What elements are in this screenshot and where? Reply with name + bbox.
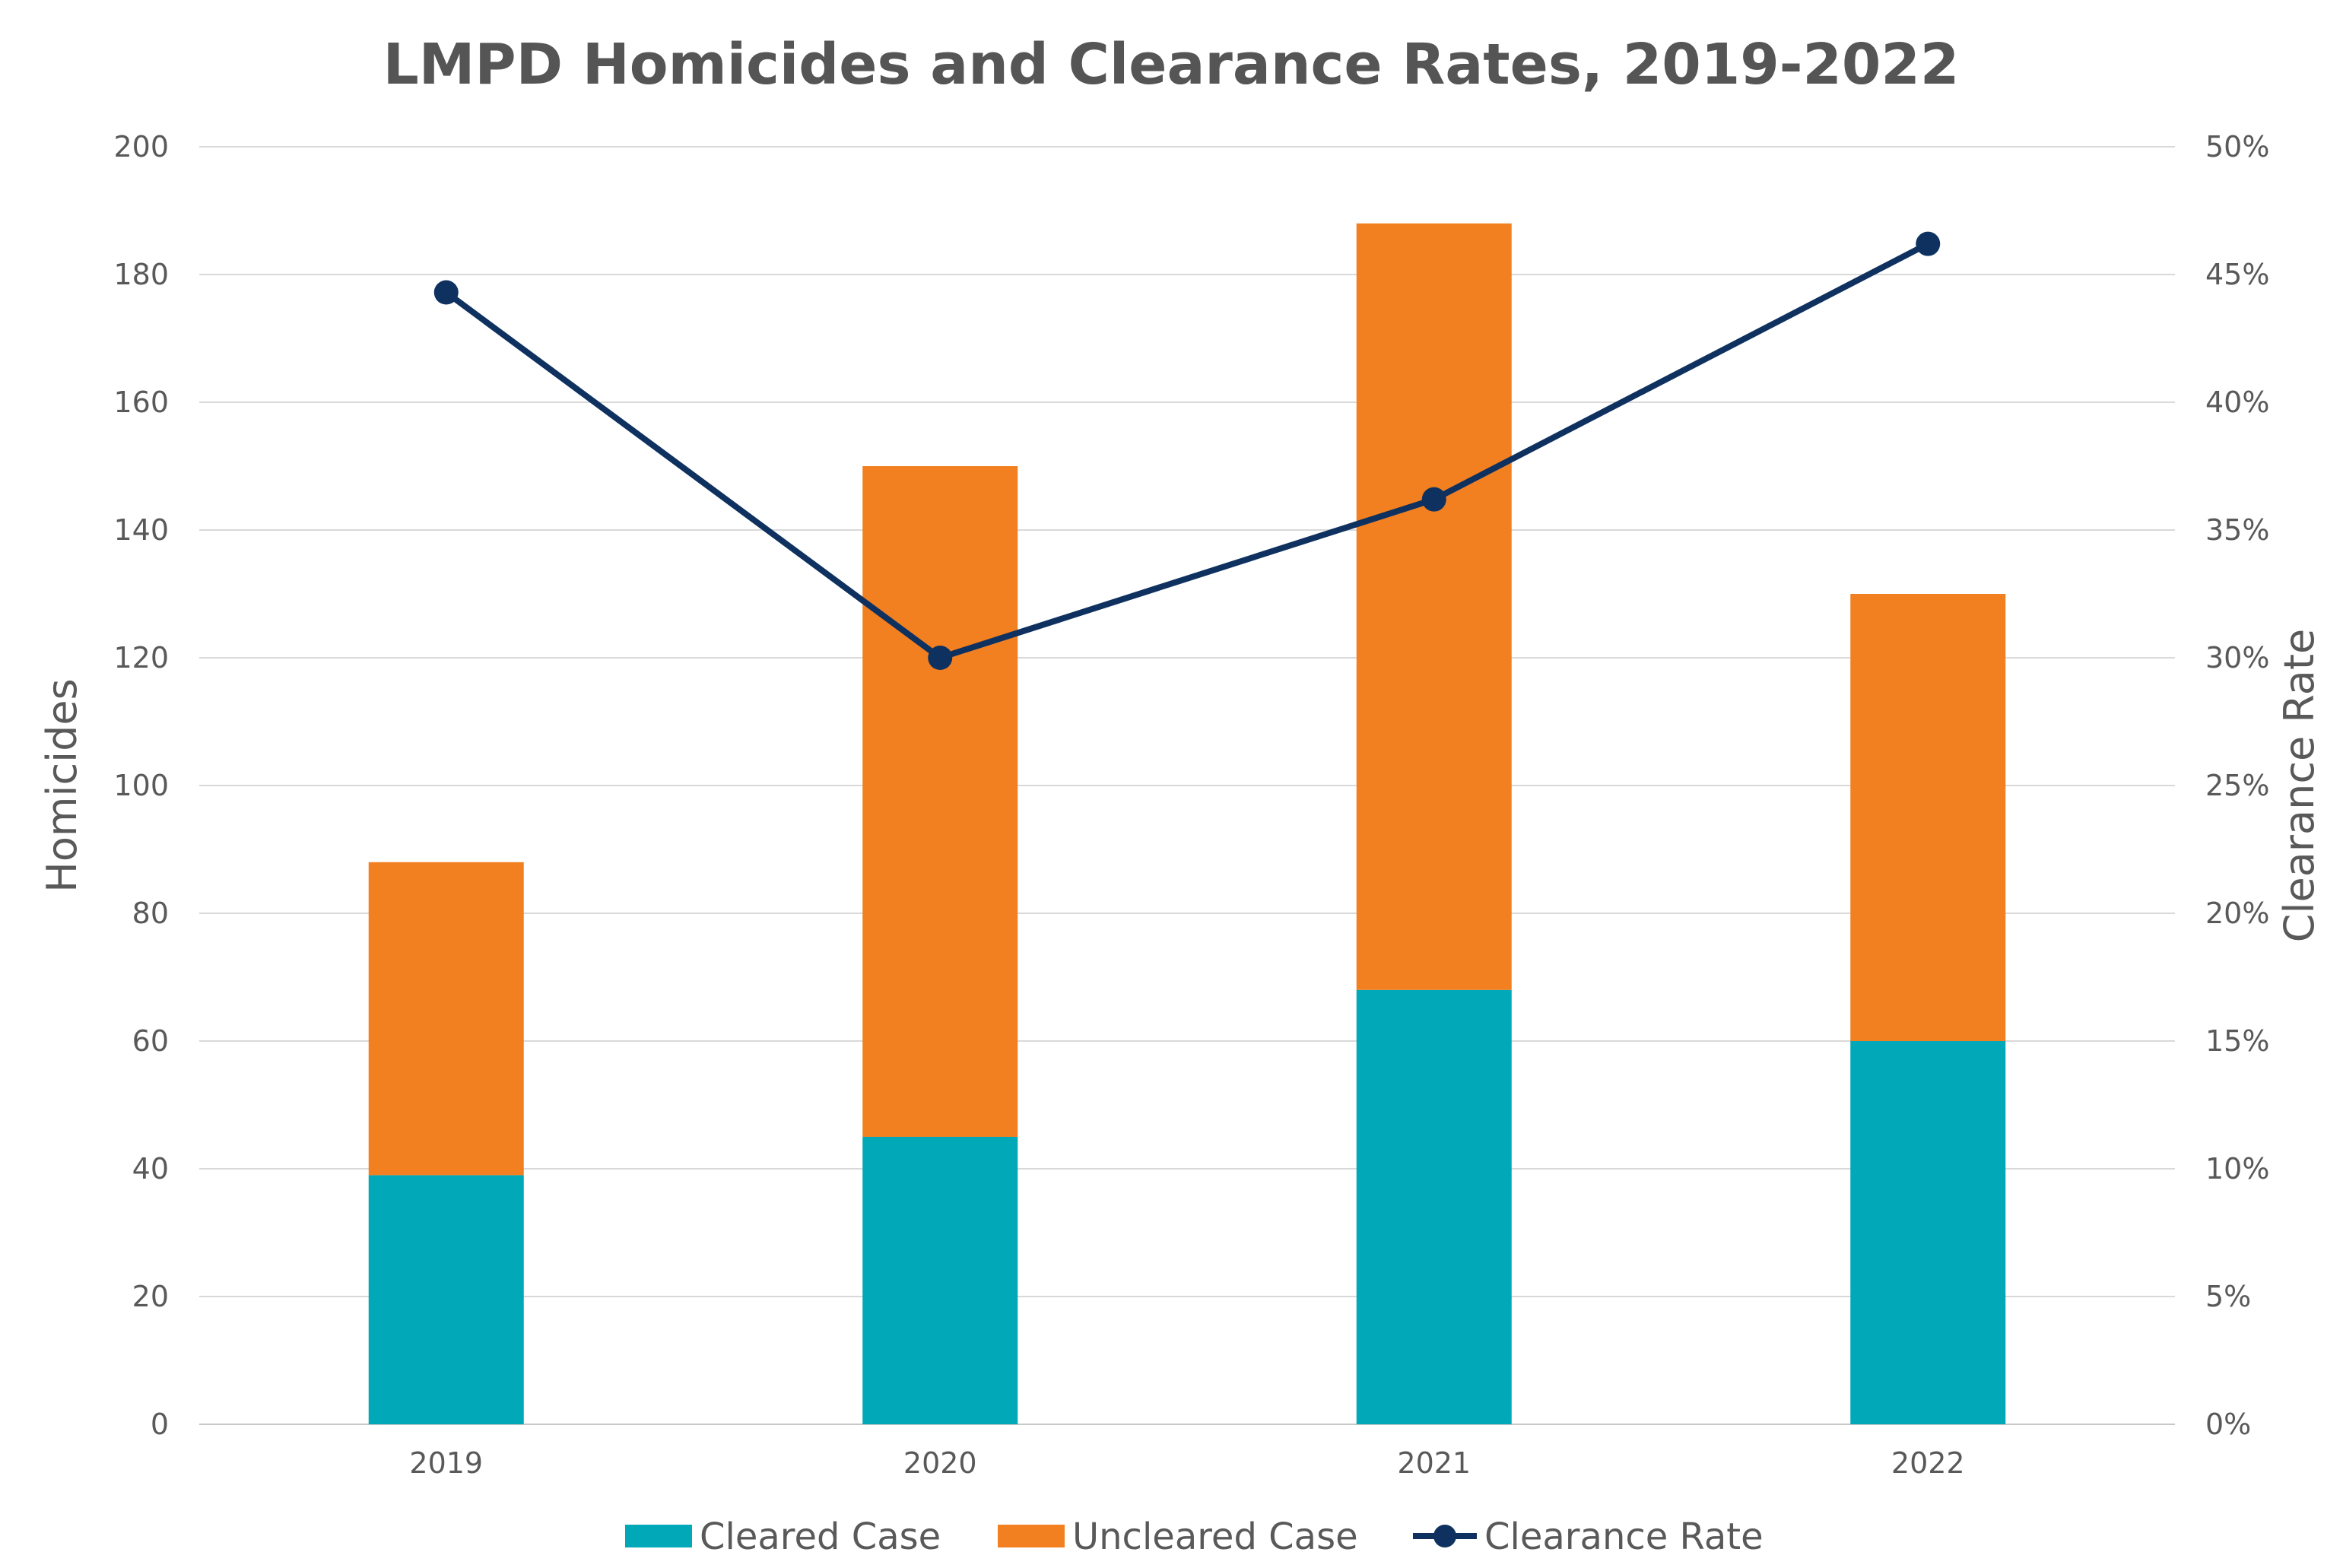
y2-tick-label: 40% — [2205, 386, 2269, 419]
chart-title: LMPD Homicides and Clearance Rates, 2019… — [383, 32, 1960, 97]
y-tick-label: 40 — [132, 1152, 169, 1186]
y-axis-left: 0 20 40 60 80 100 120 140 160 180 200 — [113, 130, 169, 1441]
bar-uncleared-case — [368, 862, 524, 1176]
y2-tick-label: 30% — [2205, 641, 2269, 674]
bar-cleared-case — [862, 1137, 1018, 1424]
legend-swatch-uncleared-case — [998, 1525, 1065, 1547]
y2-tick-label: 45% — [2205, 258, 2269, 291]
gridlines — [199, 146, 2175, 1425]
y-tick-label: 60 — [132, 1024, 169, 1058]
legend-swatch-marker — [1433, 1525, 1456, 1547]
y-tick-label: 140 — [113, 513, 169, 547]
x-axis: 2019 2020 2021 2022 — [409, 1446, 1964, 1480]
bar-uncleared-case — [1356, 223, 1512, 990]
y2-tick-label: 50% — [2205, 130, 2269, 163]
clearance-rate-point — [1916, 231, 1941, 256]
y2-tick-label: 25% — [2205, 769, 2269, 802]
y-axis-right: 0% 5% 10% 15% 20% 25% 30% 35% 40% 45% 50% — [2205, 130, 2269, 1441]
bar-cleared-case — [1356, 989, 1512, 1424]
clearance-rate-point — [928, 646, 953, 670]
bars — [368, 223, 2006, 1424]
x-tick-label: 2019 — [409, 1446, 483, 1480]
y2-tick-label: 10% — [2205, 1152, 2269, 1186]
y2-tick-label: 5% — [2205, 1280, 2251, 1313]
clearance-rate-point — [433, 280, 459, 305]
y-axis-title: Homicides — [38, 678, 86, 893]
y2-axis-title: Clearance Rate — [2275, 629, 2323, 942]
x-tick-label: 2021 — [1397, 1446, 1471, 1480]
y-tick-label: 0 — [151, 1408, 169, 1441]
y-tick-label: 200 — [113, 130, 169, 163]
bar-uncleared-case — [1850, 594, 2006, 1041]
bar-cleared-case — [368, 1175, 524, 1424]
clearance-rate-polyline — [444, 241, 1930, 661]
y2-tick-label: 35% — [2205, 513, 2269, 547]
y-tick-label: 180 — [113, 258, 169, 291]
clearance-rate-point — [1421, 487, 1446, 512]
y2-tick-label: 15% — [2205, 1024, 2269, 1058]
y-tick-label: 160 — [113, 386, 169, 419]
y-tick-label: 100 — [113, 769, 169, 802]
bar-uncleared-case — [862, 466, 1018, 1137]
legend-label-clearance-rate: Clearance Rate — [1484, 1516, 1764, 1558]
y2-tick-label: 0% — [2205, 1408, 2251, 1441]
y-tick-label: 120 — [113, 641, 169, 674]
clearance-rate-line — [433, 231, 1941, 670]
legend-label-cleared-case: Cleared Case — [700, 1516, 941, 1558]
x-tick-label: 2020 — [903, 1446, 977, 1480]
x-tick-label: 2022 — [1891, 1446, 1965, 1480]
bar-cleared-case — [1850, 1041, 2006, 1424]
legend-swatch-cleared-case — [625, 1525, 692, 1547]
y-tick-label: 20 — [132, 1280, 169, 1313]
legend-label-uncleared-case: Uncleared Case — [1072, 1516, 1358, 1558]
y-tick-label: 80 — [132, 897, 169, 930]
y2-tick-label: 20% — [2205, 897, 2269, 930]
legend: Cleared Case Uncleared Case Clearance Rate — [625, 1516, 1764, 1558]
